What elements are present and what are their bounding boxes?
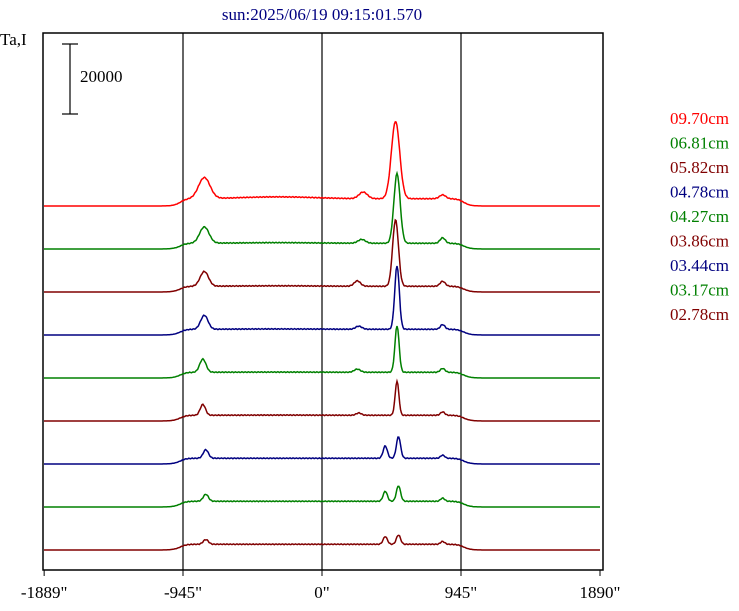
legend-entry: 05.82cm: [670, 158, 729, 177]
plot-frame: [42, 32, 604, 571]
x-tick-label: -1889": [21, 583, 68, 602]
legend-entry: 03.17cm: [670, 281, 729, 300]
scale-bar: 20000: [62, 43, 123, 115]
series-line-05.82cm: [44, 218, 600, 293]
scale-bar-label: 20000: [80, 67, 123, 86]
series-line-03.44cm: [44, 436, 600, 465]
x-axis-ticks: -1889" -945" 0" 945" 1890": [21, 570, 621, 602]
x-tick-label: 1890": [580, 583, 621, 602]
series-line-04.27cm: [44, 325, 600, 379]
x-tick-label: 945": [445, 583, 477, 602]
series-line-03.86cm: [44, 378, 600, 422]
legend-entry: 04.78cm: [670, 183, 729, 202]
series-line-06.81cm: [44, 170, 600, 250]
x-tick-label: 0": [314, 583, 329, 602]
series-line-09.70cm: [44, 120, 600, 207]
series-group: [44, 120, 600, 551]
legend-entry: 03.86cm: [670, 232, 729, 251]
legend-entry: 03.44cm: [670, 256, 729, 275]
series-line-03.17cm: [44, 485, 600, 508]
series-line-04.78cm: [44, 265, 600, 336]
y-axis-label: Ta,I: [0, 30, 27, 49]
x-tick-label: -945": [164, 583, 202, 602]
legend-entry: 04.27cm: [670, 207, 729, 226]
legend: 09.70cm 06.81cm 05.82cm 04.78cm 04.27cm 03.86…: [670, 109, 729, 324]
legend-entry: 06.81cm: [670, 134, 729, 153]
reference-lines: [182, 33, 462, 570]
legend-entry: 02.78cm: [670, 305, 729, 324]
legend-entry: 09.70cm: [670, 109, 729, 128]
series-line-02.78cm: [44, 534, 600, 551]
chart-title: sun:2025/06/19 09:15:01.570: [222, 5, 422, 24]
